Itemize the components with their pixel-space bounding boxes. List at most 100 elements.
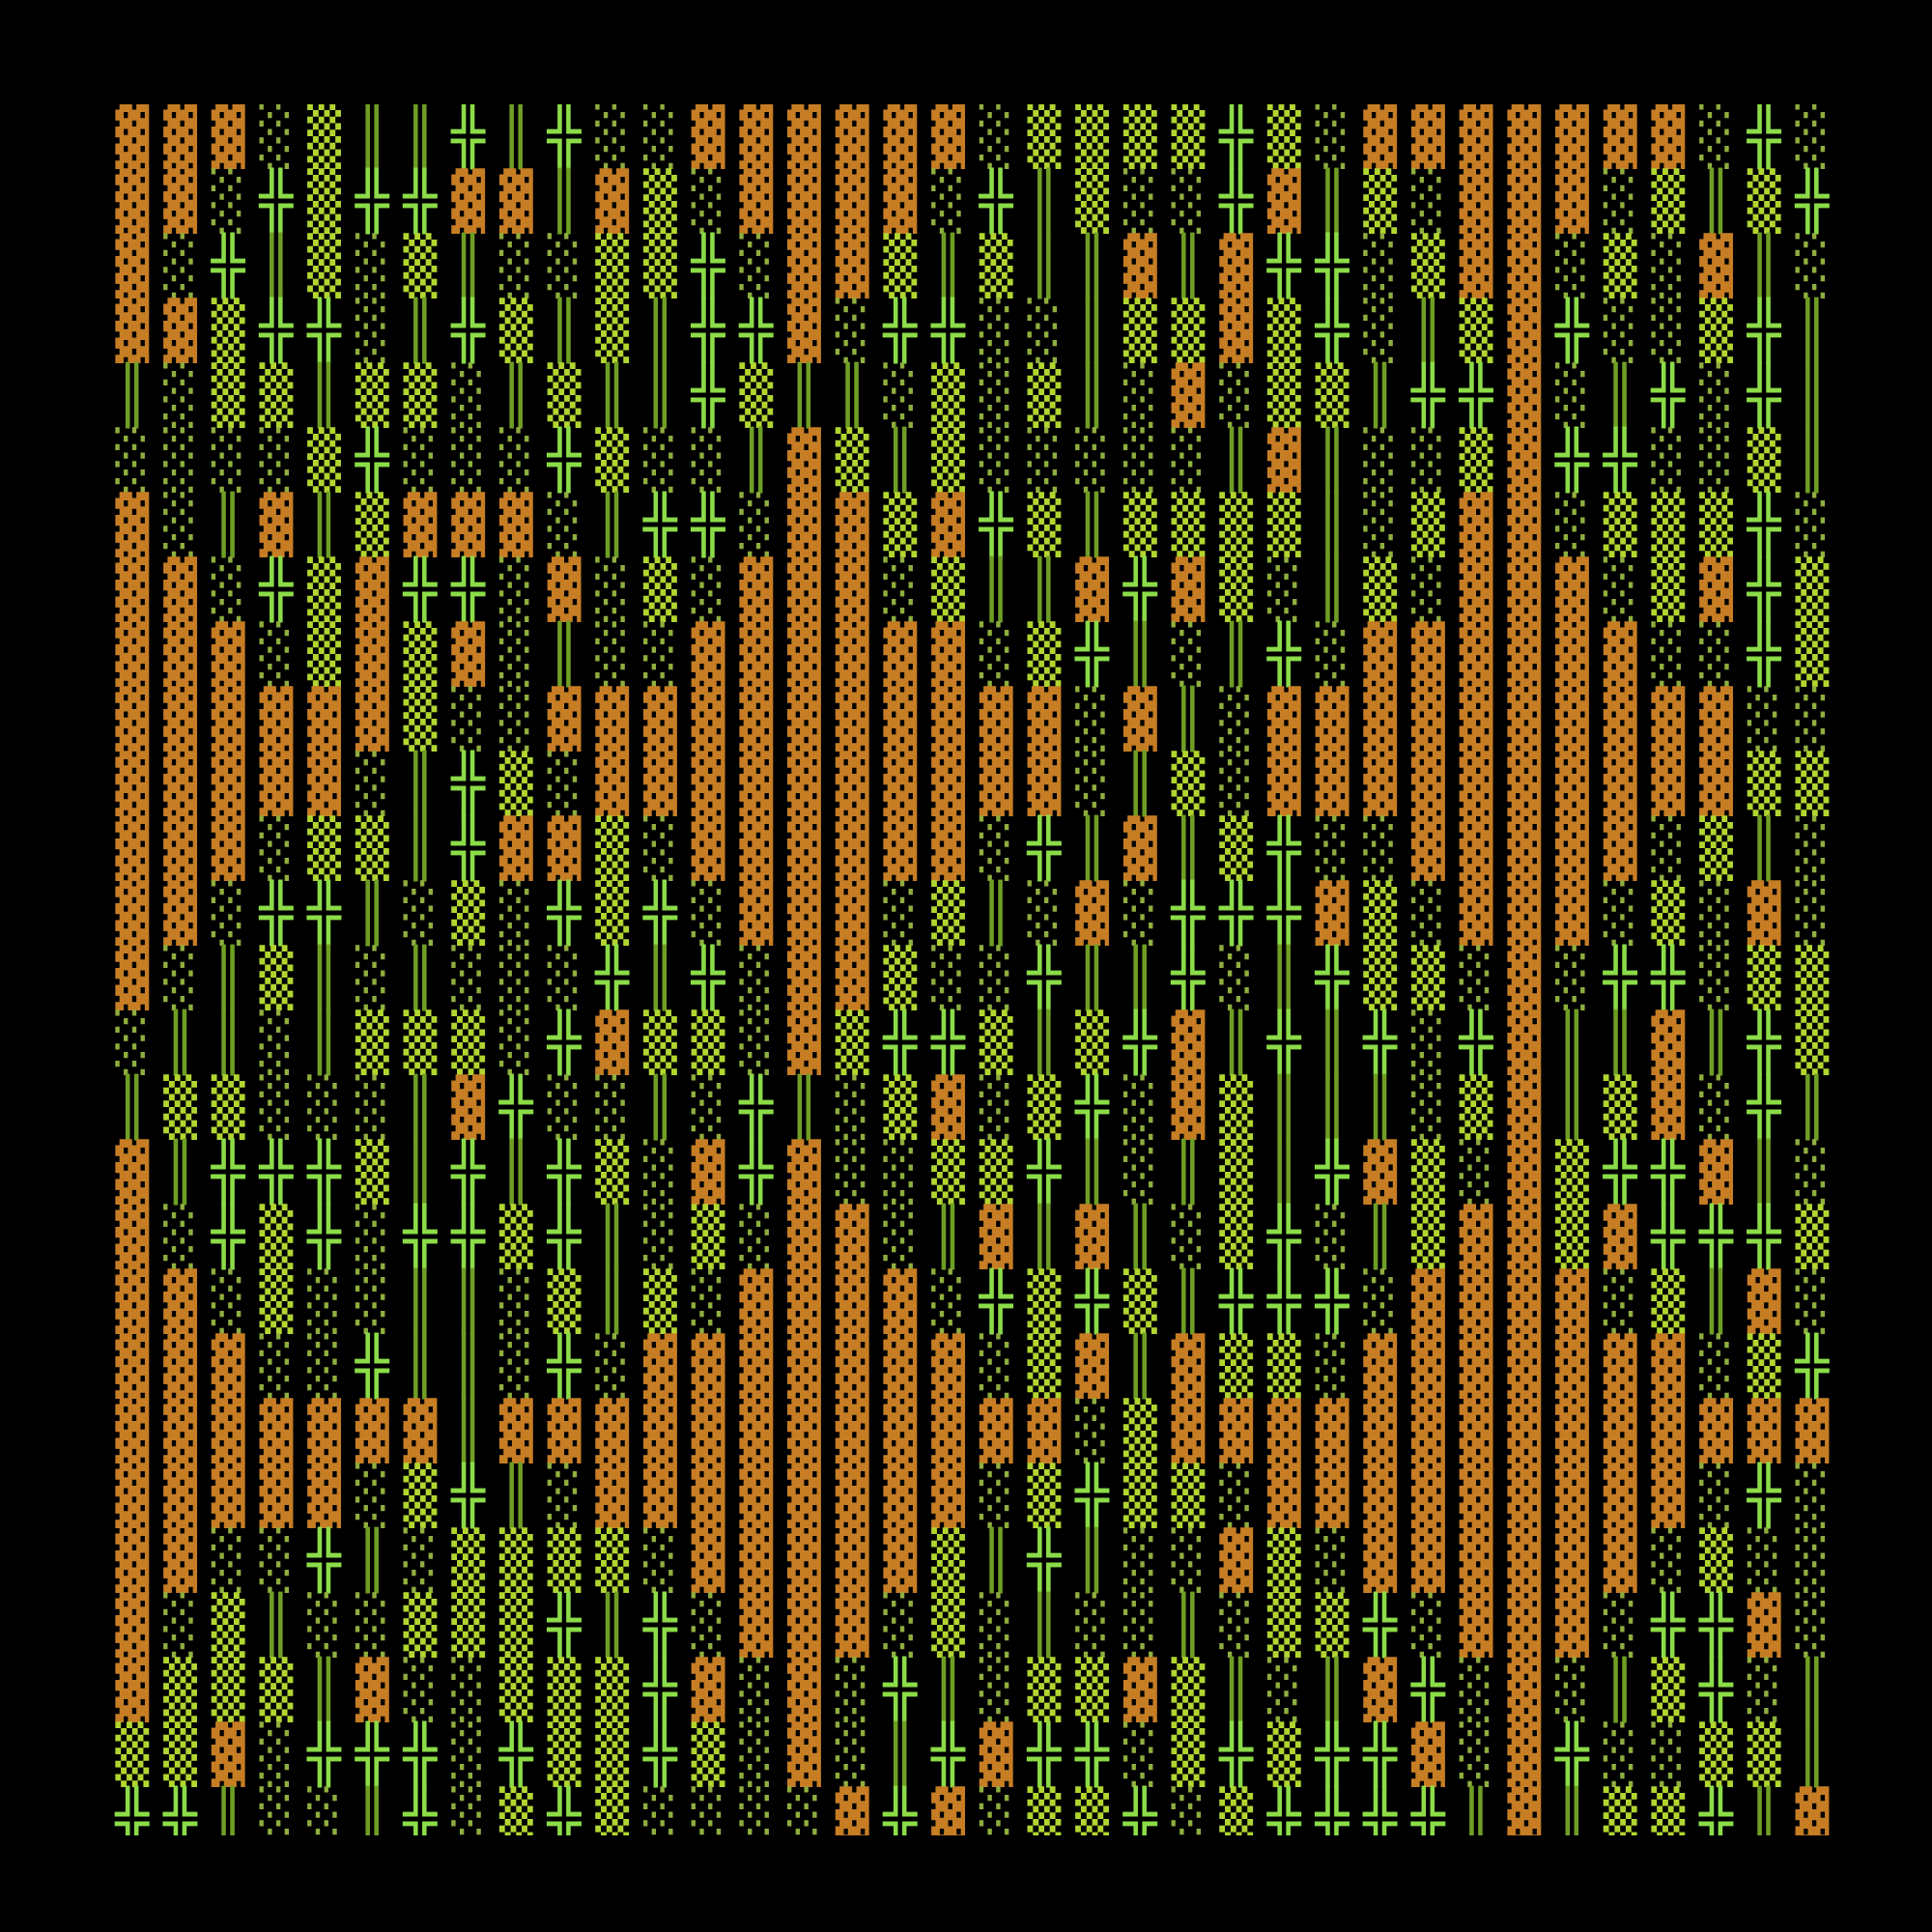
tile: ▓ bbox=[451, 1074, 486, 1140]
tile: ▓ bbox=[835, 168, 869, 234]
tile: ▒ bbox=[1027, 492, 1062, 557]
tile: ▒ bbox=[307, 427, 342, 493]
tile: ▓ bbox=[1836, 1334, 1837, 1399]
tile: ▒ bbox=[1699, 298, 1733, 363]
tile: ░ bbox=[307, 1592, 342, 1658]
tile: ▒ bbox=[307, 815, 342, 881]
tile: ╬ bbox=[1219, 168, 1254, 234]
tile: ▒ bbox=[1459, 427, 1493, 493]
tile: ▒ bbox=[1122, 298, 1157, 363]
tile: ▒ bbox=[1747, 168, 1781, 234]
tile: ▓ bbox=[163, 880, 197, 946]
tile: ░ bbox=[1836, 1205, 1837, 1269]
tile: ▒ bbox=[498, 1657, 533, 1722]
tile: ▓ bbox=[1410, 1527, 1445, 1593]
tile: ▓ bbox=[642, 1463, 677, 1528]
tile: ║ bbox=[1075, 1139, 1110, 1205]
tile: ░ bbox=[451, 686, 486, 752]
tile: ▓ bbox=[931, 815, 965, 881]
tile: ░ bbox=[547, 233, 582, 298]
tile: ▓ bbox=[835, 815, 869, 881]
tile: ░ bbox=[163, 1592, 197, 1658]
tile: ▓ bbox=[498, 1398, 533, 1463]
tile: ▓ bbox=[1555, 556, 1589, 622]
tile: ▒ bbox=[595, 815, 630, 881]
tile: ╬ bbox=[1747, 556, 1781, 622]
tile: ╬ bbox=[931, 1721, 965, 1787]
tile: ║ bbox=[355, 880, 389, 946]
tile: ░ bbox=[1699, 427, 1733, 493]
tile: ▒ bbox=[1027, 1333, 1062, 1399]
tile: ╬ bbox=[1747, 621, 1781, 687]
tile: ▓ bbox=[547, 556, 582, 622]
tile: ╬ bbox=[1266, 1009, 1301, 1075]
tile: ▒ bbox=[1171, 1463, 1206, 1528]
tile: ░ bbox=[1795, 233, 1830, 298]
tile: ╬ bbox=[1027, 1721, 1062, 1787]
tile: ▒ bbox=[1410, 233, 1445, 298]
tile: ░ bbox=[1699, 945, 1733, 1010]
tile: ▓ bbox=[835, 1463, 869, 1528]
tile: ║ bbox=[1836, 1269, 1837, 1334]
tile: ║ bbox=[1027, 556, 1062, 622]
tile: ▓ bbox=[787, 168, 821, 234]
tile: ╬ bbox=[355, 1721, 389, 1787]
tile: ║ bbox=[1836, 363, 1837, 428]
tile: ▓ bbox=[163, 298, 197, 363]
tile: ▒ bbox=[547, 1657, 582, 1722]
tile: ▒ bbox=[691, 1721, 725, 1787]
tile: ▒ bbox=[307, 104, 342, 169]
tile: ╬ bbox=[403, 1204, 438, 1269]
tile: ▒ bbox=[1171, 492, 1206, 557]
tile: ░ bbox=[979, 104, 1013, 169]
tile: ░ bbox=[1459, 1657, 1493, 1722]
tile: ╬ bbox=[1747, 1204, 1781, 1269]
tile: ▓ bbox=[115, 298, 150, 363]
tile: ║ bbox=[595, 1204, 630, 1269]
tile: ▒ bbox=[1795, 621, 1830, 687]
tile: ║ bbox=[211, 492, 245, 557]
tile: ▓ bbox=[163, 1268, 197, 1334]
tile: ▓ bbox=[307, 1398, 342, 1463]
tile: ▓ bbox=[1171, 1398, 1206, 1463]
tile: ╬ bbox=[1747, 298, 1781, 363]
tile: ▓ bbox=[1315, 1463, 1350, 1528]
tile: ▓ bbox=[403, 1398, 438, 1463]
tile: ║ bbox=[403, 945, 438, 1010]
tile: ░ bbox=[979, 1657, 1013, 1722]
tile: ▓ bbox=[1363, 1527, 1398, 1593]
tile: ▒ bbox=[498, 298, 533, 363]
tile: ▓ bbox=[547, 686, 582, 752]
tile: ▒ bbox=[355, 492, 389, 557]
tile: ░ bbox=[1699, 1333, 1733, 1399]
tile: ▓ bbox=[883, 1527, 918, 1593]
tile: ╬ bbox=[547, 427, 582, 493]
tile: ▓ bbox=[355, 1398, 389, 1463]
tile: ░ bbox=[1699, 880, 1733, 946]
tile: ░ bbox=[1699, 621, 1733, 687]
tile: ▒ bbox=[355, 1139, 389, 1205]
tile: ▒ bbox=[642, 168, 677, 234]
tile: ║ bbox=[1075, 233, 1110, 298]
tile: ░ bbox=[547, 945, 582, 1010]
tile: ▓ bbox=[115, 556, 150, 622]
tile: ▓ bbox=[1363, 104, 1398, 169]
tile: ▓ bbox=[1651, 1074, 1686, 1140]
tile: ▒ bbox=[1219, 1786, 1254, 1836]
tile: ░ bbox=[1315, 815, 1350, 881]
tile: ╬ bbox=[883, 1009, 918, 1075]
tile: ▒ bbox=[1651, 1268, 1686, 1334]
tile: ╬ bbox=[1122, 1009, 1157, 1075]
tile: ▒ bbox=[547, 362, 582, 428]
tile: ║ bbox=[355, 1786, 389, 1836]
tile: ░ bbox=[211, 168, 245, 234]
tile: ░ bbox=[498, 1333, 533, 1399]
tile: ▓ bbox=[739, 621, 774, 687]
tile: ▓ bbox=[1410, 1333, 1445, 1399]
map-row: ▓░║▓║▒▓▓▓░║╬╬░▓▓▒▓╬▒║▒▒▒▒║░▒▓▓░▒▒▒╬░║ bbox=[108, 493, 1837, 557]
tile: ╬ bbox=[1651, 1204, 1686, 1269]
tile: ▒ bbox=[1122, 104, 1157, 169]
tile: ║ bbox=[1315, 1074, 1350, 1140]
tile: ▒ bbox=[1410, 945, 1445, 1010]
tile: ▓ bbox=[1459, 492, 1493, 557]
